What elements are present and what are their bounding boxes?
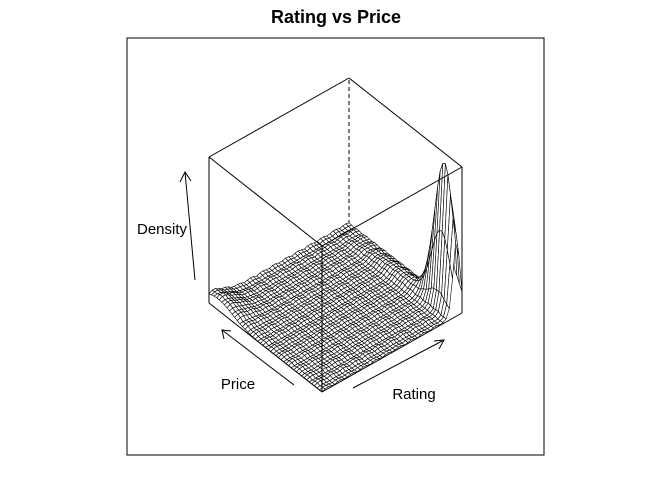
box-edge-top-front-left bbox=[208, 156, 323, 247]
box-edge-top-front-right bbox=[321, 166, 463, 247]
y-axis-label: Price bbox=[221, 376, 255, 393]
density-axis-arrow bbox=[179, 171, 196, 281]
z-axis-label: Density bbox=[137, 221, 188, 238]
box-edge-top-back-left bbox=[208, 77, 350, 158]
chart-title: Rating vs Price bbox=[271, 7, 401, 27]
plot-frame bbox=[126, 37, 545, 456]
box-front-edges bbox=[208, 77, 463, 393]
box-edge-top-back-right bbox=[348, 77, 463, 168]
x-axis-label: Rating bbox=[392, 386, 435, 403]
surface-mesh bbox=[208, 163, 463, 393]
rating-axis-arrow bbox=[352, 339, 445, 389]
box-edge-bottom-rating bbox=[321, 312, 463, 393]
price-axis-arrow bbox=[221, 329, 295, 386]
box-edge-bottom-price bbox=[208, 302, 323, 393]
